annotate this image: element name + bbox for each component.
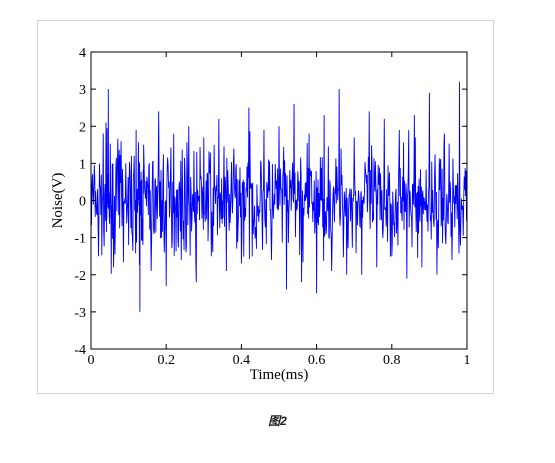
x-tick-label: 0.2 bbox=[157, 353, 175, 368]
x-tick-label: 0.6 bbox=[308, 353, 326, 368]
x-tick-label: 0.4 bbox=[233, 353, 251, 368]
noise-series-line bbox=[90, 81, 468, 312]
noise-series-group bbox=[90, 81, 468, 312]
y-axis-label: Noise(V) bbox=[50, 173, 66, 229]
y-tick-label: 0 bbox=[79, 195, 86, 210]
x-tick-label: 0.8 bbox=[383, 353, 401, 368]
y-tick-label: -1 bbox=[74, 232, 86, 247]
x-tick-label: 1 bbox=[464, 353, 471, 368]
y-tick-label: -4 bbox=[74, 343, 86, 358]
axis-ticks: 0 0.2 0.4 0.6 0.8 1 -4 -3 -2 -1 0 1 2 3 4 bbox=[74, 46, 470, 368]
y-tick-label: 1 bbox=[79, 157, 86, 172]
noise-chart: 0 0.2 0.4 0.6 0.8 1 -4 -3 -2 -1 0 1 2 3 4 Time(ms) Noi… bbox=[50, 46, 471, 383]
y-tick-label: 3 bbox=[79, 83, 86, 98]
figure-caption: 图2 bbox=[268, 414, 287, 428]
x-axis-label: Time(ms) bbox=[250, 367, 309, 383]
y-tick-label: -3 bbox=[74, 306, 86, 321]
y-tick-label: 2 bbox=[79, 120, 86, 135]
y-tick-label: -2 bbox=[74, 269, 86, 284]
x-tick-label: 0 bbox=[88, 353, 95, 368]
y-tick-label: 4 bbox=[79, 46, 86, 61]
